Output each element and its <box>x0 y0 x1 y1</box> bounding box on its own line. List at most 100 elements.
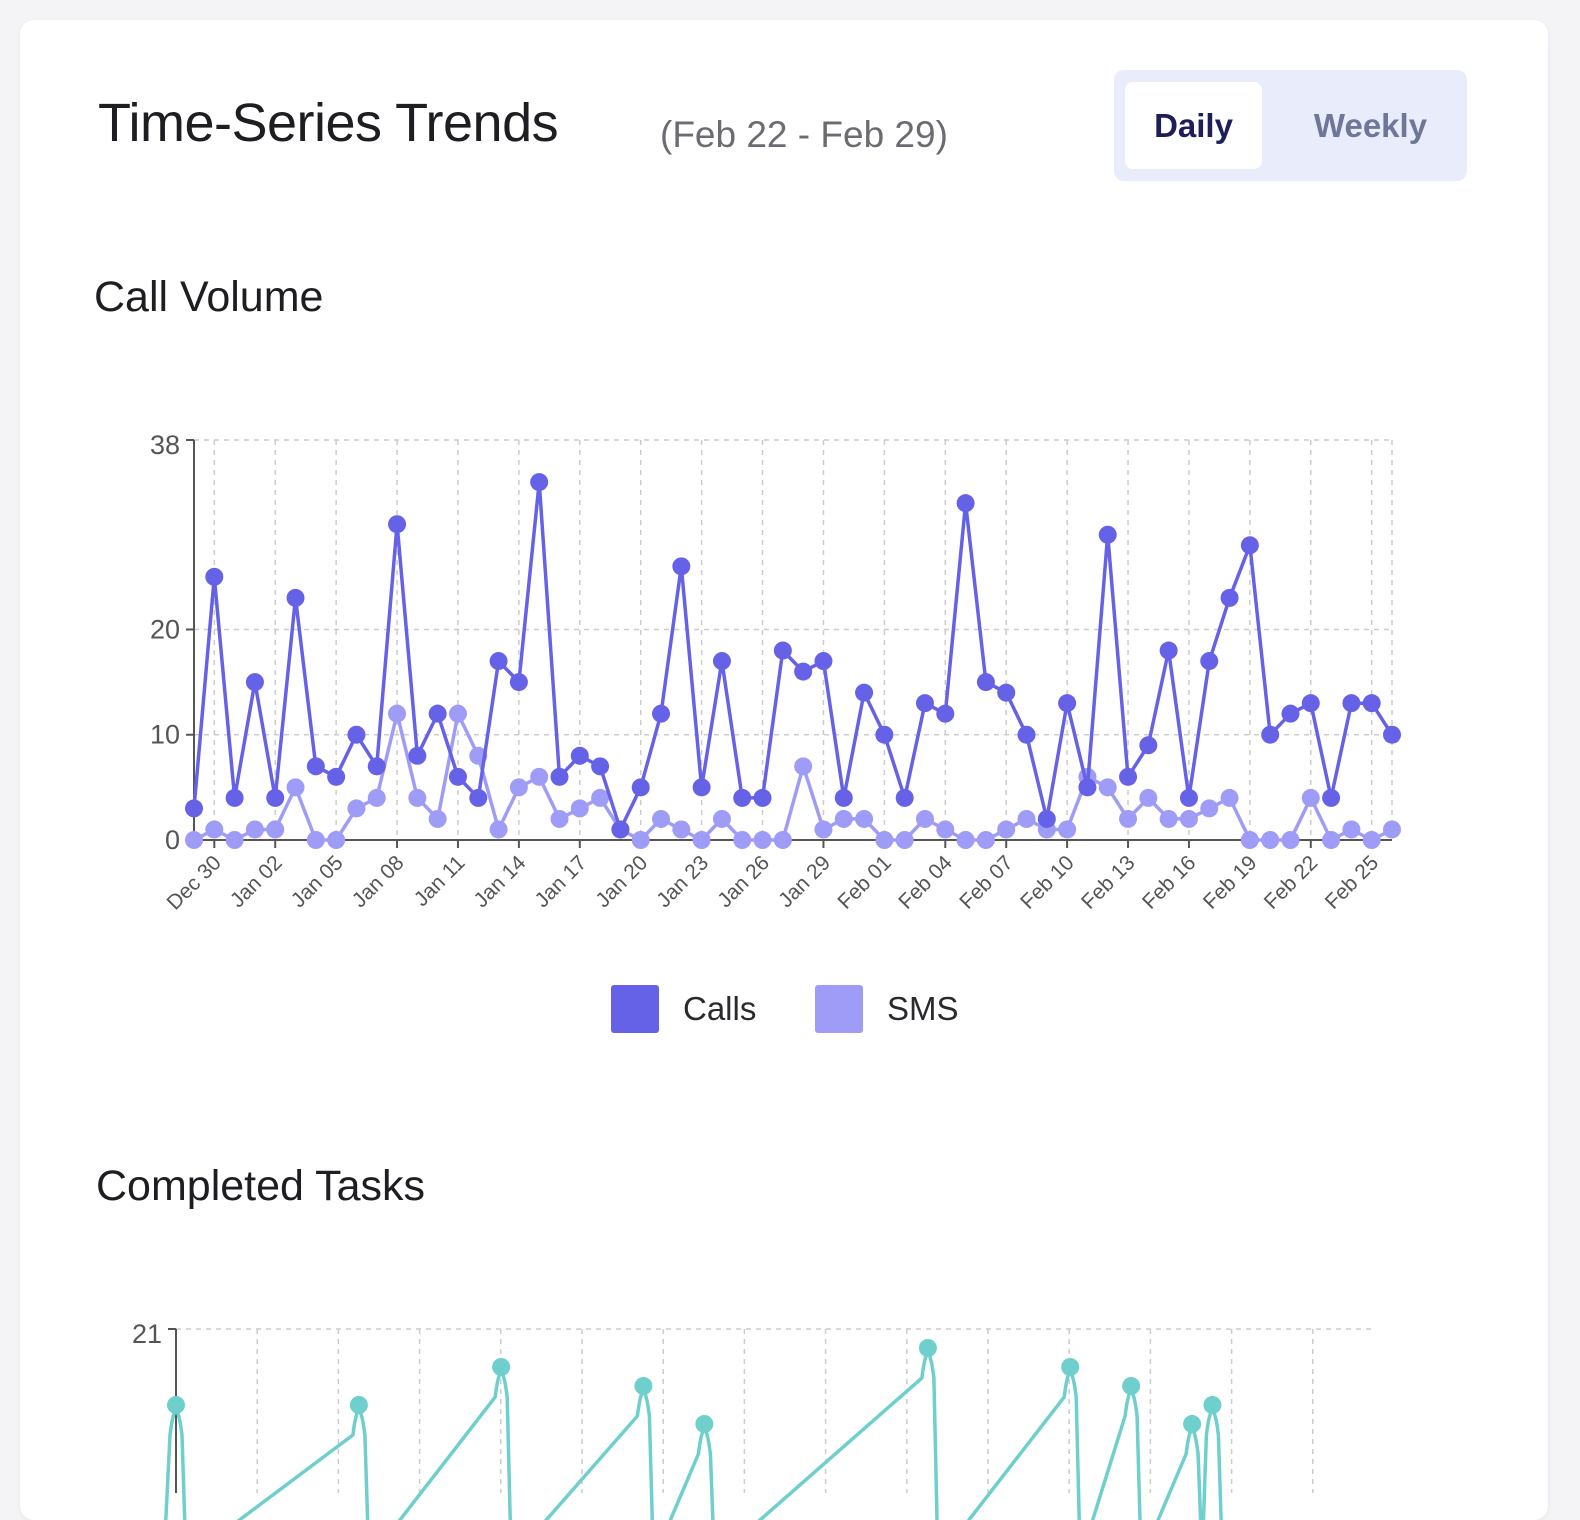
calls-point <box>997 683 1016 702</box>
sms-point <box>225 831 244 849</box>
calls-point <box>1017 725 1036 744</box>
tasks-point <box>918 1339 937 1357</box>
y-tick-label: 0 <box>165 825 180 855</box>
calls-point <box>855 683 874 702</box>
calls-point <box>1037 809 1056 828</box>
sms-swatch <box>815 985 863 1033</box>
sms-point <box>245 820 264 839</box>
completed-tasks-title: Completed Tasks <box>96 1162 426 1210</box>
period-toggle: Daily Weekly <box>1114 70 1467 181</box>
calls-point <box>672 557 691 576</box>
legend-label-calls: Calls <box>683 990 757 1027</box>
legend-item-sms[interactable]: SMS <box>815 985 959 1033</box>
sms-point <box>1342 820 1361 839</box>
sms-point <box>652 809 671 828</box>
sms-point <box>1179 809 1198 828</box>
y-tick-label: 10 <box>150 720 180 750</box>
sms-point <box>286 778 305 797</box>
calls-point <box>814 652 833 671</box>
sms-point <box>1017 809 1036 828</box>
calls-point <box>469 788 488 807</box>
calls-point <box>976 673 995 692</box>
calls-point <box>205 567 224 586</box>
calls-point <box>1301 694 1320 713</box>
series-sms <box>185 704 1401 849</box>
calls-point <box>1119 767 1138 786</box>
calls-point <box>509 673 528 692</box>
calls-point <box>1261 725 1280 744</box>
sms-point <box>367 788 386 807</box>
calls-point <box>652 704 671 723</box>
sms-point <box>1058 820 1077 839</box>
tasks-point <box>1183 1415 1202 1433</box>
calls-point <box>1078 778 1097 797</box>
sms-point <box>855 809 874 828</box>
sms-point <box>956 831 975 849</box>
calls-point <box>1281 704 1300 723</box>
sms-point <box>408 788 427 807</box>
sms-point <box>327 831 346 849</box>
sms-point <box>773 831 792 849</box>
weekly-button[interactable]: Weekly <box>1284 82 1457 169</box>
calls-point <box>367 757 386 776</box>
sms-point <box>712 809 731 828</box>
sms-point <box>1261 831 1280 849</box>
sms-point <box>1240 831 1259 849</box>
legend-item-calls[interactable]: Calls <box>611 985 756 1033</box>
tasks-line <box>164 1352 1223 1520</box>
sms-point <box>1281 831 1300 849</box>
calls-point <box>550 767 569 786</box>
sms-point <box>388 704 407 723</box>
legend-label-sms: SMS <box>887 990 959 1027</box>
calls-point <box>185 799 203 818</box>
calls-point <box>448 767 467 786</box>
tasks-point <box>1203 1396 1222 1414</box>
calls-point <box>306 757 325 776</box>
calls-point <box>895 788 914 807</box>
calls-point <box>692 778 711 797</box>
calls-point <box>773 641 792 660</box>
calls-point <box>875 725 894 744</box>
calls-point <box>347 725 366 744</box>
sms-point <box>1119 809 1138 828</box>
calls-point <box>1240 536 1259 555</box>
calls-point <box>225 788 244 807</box>
sms-point <box>509 778 528 797</box>
sms-point <box>550 809 569 828</box>
calls-line <box>192 480 1394 832</box>
tasks-point <box>634 1377 653 1395</box>
sms-point <box>306 831 325 849</box>
sms-point <box>997 820 1016 839</box>
date-range-label: (Feb 22 - Feb 29) <box>660 114 948 155</box>
call-volume-title: Call Volume <box>94 273 324 321</box>
sms-point <box>875 831 894 849</box>
y-tick-label: 20 <box>150 614 180 644</box>
tasks-point <box>1122 1377 1141 1395</box>
tasks-point <box>695 1415 714 1433</box>
sms-point <box>1200 799 1219 818</box>
sms-point <box>1098 778 1117 797</box>
calls-point <box>794 662 813 681</box>
sms-point <box>936 820 955 839</box>
calls-point <box>388 515 407 534</box>
tasks-point <box>492 1358 511 1376</box>
calls-point <box>1098 525 1117 544</box>
calls-point <box>1342 694 1361 713</box>
daily-button[interactable]: Daily <box>1125 82 1262 169</box>
sms-point <box>570 799 589 818</box>
calls-point <box>1322 788 1341 807</box>
calls-point <box>570 746 589 765</box>
calls-point <box>408 746 427 765</box>
calls-point <box>286 588 305 607</box>
calls-point <box>1179 788 1198 807</box>
calls-point <box>712 652 731 671</box>
sms-point <box>814 820 833 839</box>
sms-point <box>1139 788 1158 807</box>
sms-point <box>915 809 934 828</box>
calls-point <box>1220 588 1239 607</box>
tasks-point <box>167 1396 185 1414</box>
sms-point <box>672 820 691 839</box>
calls-point <box>733 788 752 807</box>
calls-point <box>428 704 447 723</box>
